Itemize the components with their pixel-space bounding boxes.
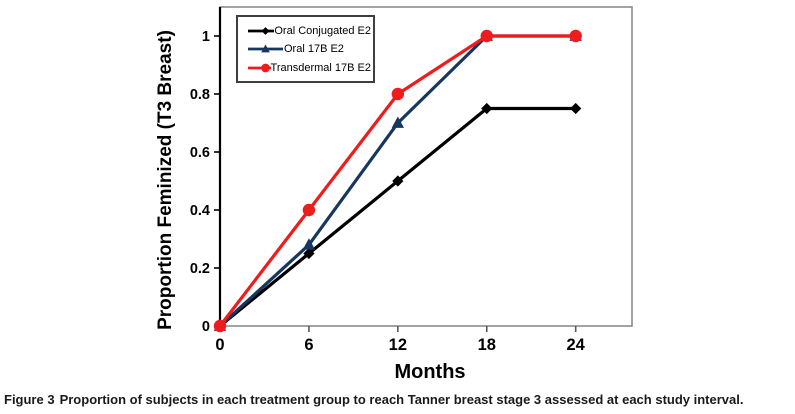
circle-data-point bbox=[480, 29, 493, 43]
caption-text: Proportion of subjects in each treatment… bbox=[59, 392, 744, 407]
y-tick-label: 0.2 bbox=[190, 261, 210, 277]
y-tick-label: 0 bbox=[202, 319, 210, 335]
line-chart: 0 0.2 0.4 0.6 0.8 1 0 6 12 18 24 bbox=[190, 6, 633, 354]
x-tick-label: 12 bbox=[389, 336, 407, 354]
y-tick-label: 0.8 bbox=[190, 87, 210, 103]
chart-area: 0 0.2 0.4 0.6 0.8 1 0 6 12 18 24 Proportion Femini… bbox=[155, 6, 633, 383]
series-line-0 bbox=[218, 106, 578, 328]
legend-label: Transdermal 17B E2 bbox=[270, 61, 371, 74]
triangle-data-point bbox=[391, 116, 405, 128]
diamond-data-point bbox=[303, 247, 315, 260]
figure-caption: Figure 3 Proportion of subjects in each t… bbox=[4, 392, 790, 407]
y-tick-label: 1 bbox=[202, 29, 210, 45]
diamond-data-point bbox=[392, 175, 404, 187]
x-tick-label: 6 bbox=[304, 336, 313, 354]
circle-data-point bbox=[213, 319, 227, 333]
circle-data-point bbox=[391, 87, 405, 101]
triangle-data-point bbox=[302, 238, 316, 250]
circle-data-point bbox=[569, 29, 582, 43]
legend: Oral Conjugated E2 Oral 17B E2 Transdermal… bbox=[236, 15, 375, 83]
y-axis-title: Proportion Feminized (T3 Breast) bbox=[155, 30, 176, 330]
legend-item-2: Transdermal 17B E2 bbox=[247, 61, 371, 75]
legend-label: Oral 17B E2 bbox=[284, 43, 344, 55]
y-tick-label: 0.6 bbox=[190, 145, 210, 161]
diamond-legend-marker-icon bbox=[248, 26, 275, 35]
caption-label: Figure 3 bbox=[4, 392, 55, 407]
x-tick-label: 24 bbox=[567, 336, 586, 354]
legend-label: Oral Conjugated E2 bbox=[274, 24, 371, 37]
diamond-data-point bbox=[481, 102, 493, 115]
legend-item-0: Oral Conjugated E2 bbox=[247, 24, 371, 38]
x-tick-label: 0 bbox=[215, 336, 224, 354]
triangle-legend-marker-icon bbox=[248, 44, 283, 53]
circle-data-point bbox=[302, 203, 316, 217]
x-tick-label: 18 bbox=[478, 336, 496, 354]
diamond-data-point bbox=[570, 102, 582, 115]
x-axis-title: Months bbox=[394, 361, 466, 383]
y-tick-label: 0.4 bbox=[190, 203, 210, 219]
circle-legend-marker-icon bbox=[248, 63, 271, 72]
legend-item-1: Oral 17B E2 bbox=[247, 42, 371, 56]
